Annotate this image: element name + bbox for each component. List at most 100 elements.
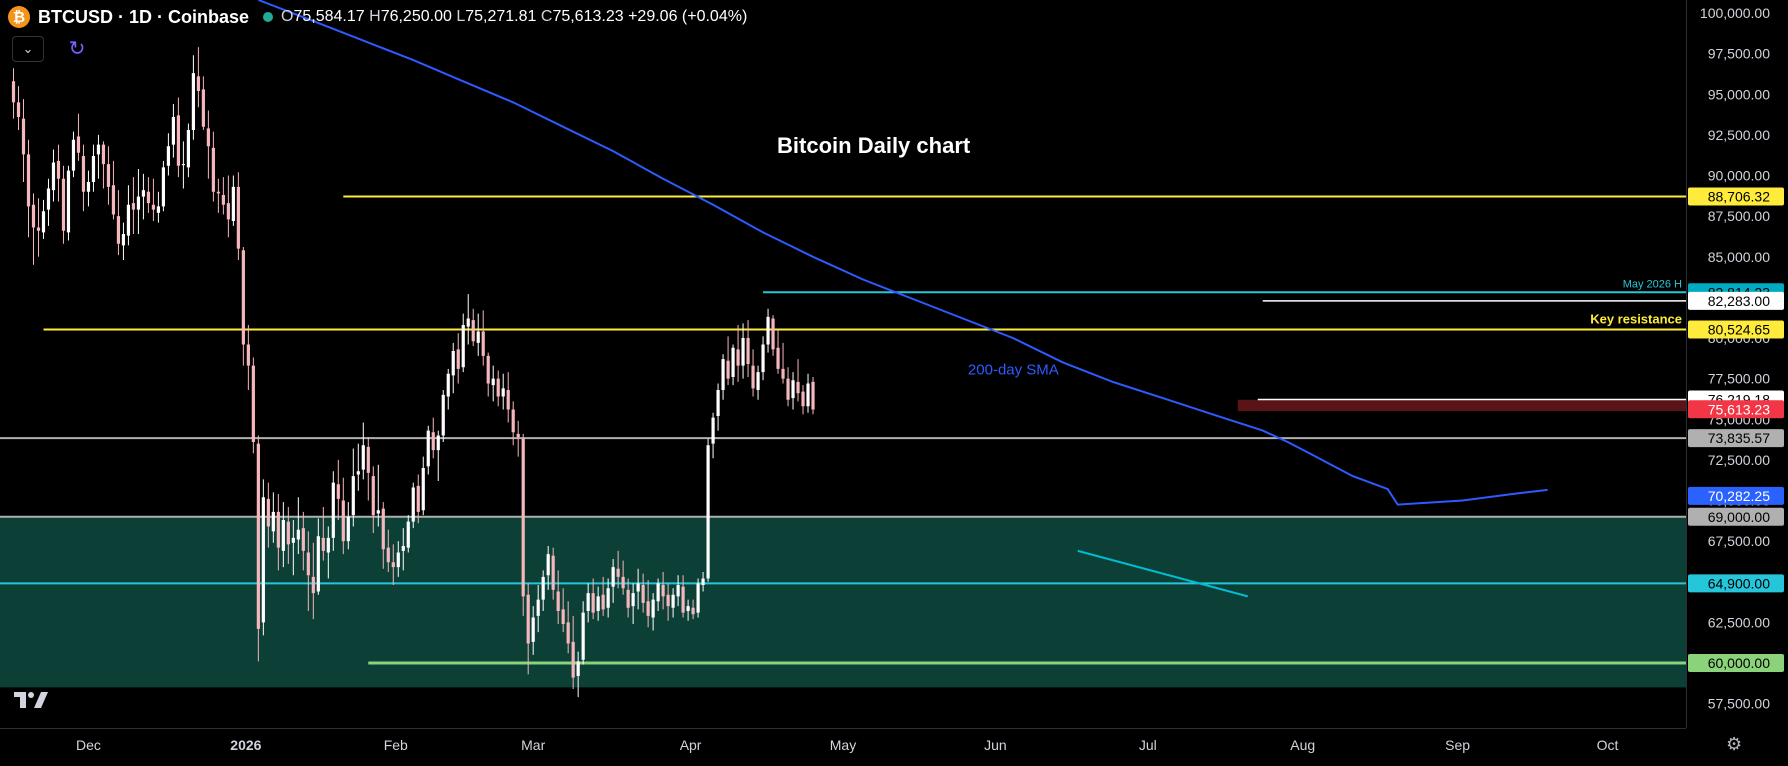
candle-body[interactable] xyxy=(771,318,775,350)
candle-body[interactable] xyxy=(621,576,625,589)
candle-body[interactable] xyxy=(461,325,465,368)
candle-body[interactable] xyxy=(611,567,615,587)
candle-body[interactable] xyxy=(766,316,770,345)
candle-body[interactable] xyxy=(411,487,415,522)
candle-body[interactable] xyxy=(61,178,66,231)
candle-body[interactable] xyxy=(501,388,505,397)
candle-body[interactable] xyxy=(326,537,330,553)
candle-body[interactable] xyxy=(71,139,76,171)
candle-body[interactable] xyxy=(706,445,710,579)
settings-gear-icon[interactable]: ⚙ xyxy=(1726,734,1743,754)
candle-body[interactable] xyxy=(486,355,490,384)
candle-body[interactable] xyxy=(216,191,220,194)
candle-body[interactable] xyxy=(371,476,375,516)
candle-body[interactable] xyxy=(221,195,225,205)
candle-body[interactable] xyxy=(641,585,645,603)
candle-body[interactable] xyxy=(466,318,470,327)
candle-body[interactable] xyxy=(426,430,430,467)
candle-body[interactable] xyxy=(41,211,46,233)
candle-body[interactable] xyxy=(271,511,275,532)
candle-body[interactable] xyxy=(256,443,260,629)
candle-body[interactable] xyxy=(341,500,345,542)
candle-body[interactable] xyxy=(281,520,285,551)
candle-body[interactable] xyxy=(471,320,475,342)
candle-body[interactable] xyxy=(156,206,161,213)
candle-body[interactable] xyxy=(566,622,570,644)
candle-body[interactable] xyxy=(761,344,765,373)
candle-body[interactable] xyxy=(491,378,495,386)
candle-body[interactable] xyxy=(606,588,610,608)
candle-body[interactable] xyxy=(801,391,805,407)
candle-body[interactable] xyxy=(571,641,575,678)
candle-body[interactable] xyxy=(306,552,310,576)
candle-body[interactable] xyxy=(336,484,340,499)
candle-body[interactable] xyxy=(251,365,255,442)
candle-body[interactable] xyxy=(496,378,500,397)
candle-body[interactable] xyxy=(376,510,380,514)
candle-body[interactable] xyxy=(746,338,750,364)
candle-body[interactable] xyxy=(636,583,640,592)
candle-body[interactable] xyxy=(451,351,455,376)
candle-body[interactable] xyxy=(796,381,800,394)
candle-body[interactable] xyxy=(701,578,705,586)
candle-body[interactable] xyxy=(201,89,205,127)
candle-body[interactable] xyxy=(721,359,725,390)
candle-body[interactable] xyxy=(171,117,176,145)
candle-body[interactable] xyxy=(711,417,715,444)
candle-body[interactable] xyxy=(791,380,795,399)
candle-body[interactable] xyxy=(526,594,530,644)
candle-body[interactable] xyxy=(11,81,16,103)
candle-body[interactable] xyxy=(66,170,71,233)
candle-body[interactable] xyxy=(421,468,425,511)
candle-body[interactable] xyxy=(311,576,315,594)
candle-body[interactable] xyxy=(741,338,745,366)
candle-body[interactable] xyxy=(406,521,410,548)
candle-body[interactable] xyxy=(26,154,31,207)
symbol-label[interactable]: BTCUSD · 1D · Coinbase xyxy=(38,6,250,27)
candle-body[interactable] xyxy=(506,390,510,410)
candle-body[interactable] xyxy=(321,537,325,551)
candle-body[interactable] xyxy=(681,586,685,613)
candle-body[interactable] xyxy=(546,554,550,576)
candle-body[interactable] xyxy=(596,596,600,611)
candle-body[interactable] xyxy=(476,331,480,343)
candle-body[interactable] xyxy=(96,144,101,155)
candle-body[interactable] xyxy=(386,547,390,563)
candle-body[interactable] xyxy=(111,185,116,215)
candle-body[interactable] xyxy=(576,661,580,676)
candle-body[interactable] xyxy=(686,606,690,611)
candle-body[interactable] xyxy=(516,433,520,438)
candle-body[interactable] xyxy=(731,347,735,377)
candle-body[interactable] xyxy=(696,583,700,613)
candle-body[interactable] xyxy=(626,589,630,608)
candle-body[interactable] xyxy=(231,186,235,221)
candle-body[interactable] xyxy=(186,130,190,168)
candle-body[interactable] xyxy=(316,536,320,592)
candle-body[interactable] xyxy=(166,146,171,166)
candle-body[interactable] xyxy=(631,593,635,607)
time-axis[interactable] xyxy=(0,728,1686,761)
candle-body[interactable] xyxy=(786,378,790,400)
candle-body[interactable] xyxy=(236,186,240,249)
candle-body[interactable] xyxy=(76,136,81,153)
candle-body[interactable] xyxy=(601,594,605,610)
candle-body[interactable] xyxy=(661,585,665,597)
candle-body[interactable] xyxy=(21,118,26,155)
collapse-button[interactable]: ⌄ xyxy=(12,36,44,62)
candle-body[interactable] xyxy=(226,203,230,220)
candle-body[interactable] xyxy=(356,471,360,475)
candle-body[interactable] xyxy=(296,529,300,540)
candle-body[interactable] xyxy=(536,599,540,616)
candle-body[interactable] xyxy=(781,368,785,379)
candle-body[interactable] xyxy=(416,485,420,512)
candle-body[interactable] xyxy=(446,373,450,397)
candle-body[interactable] xyxy=(206,128,210,147)
candle-body[interactable] xyxy=(481,331,485,356)
candle-body[interactable] xyxy=(181,164,185,166)
candle-body[interactable] xyxy=(381,508,385,550)
candle-body[interactable] xyxy=(266,498,270,527)
candle-body[interactable] xyxy=(141,190,146,197)
candle-body[interactable] xyxy=(811,381,815,410)
